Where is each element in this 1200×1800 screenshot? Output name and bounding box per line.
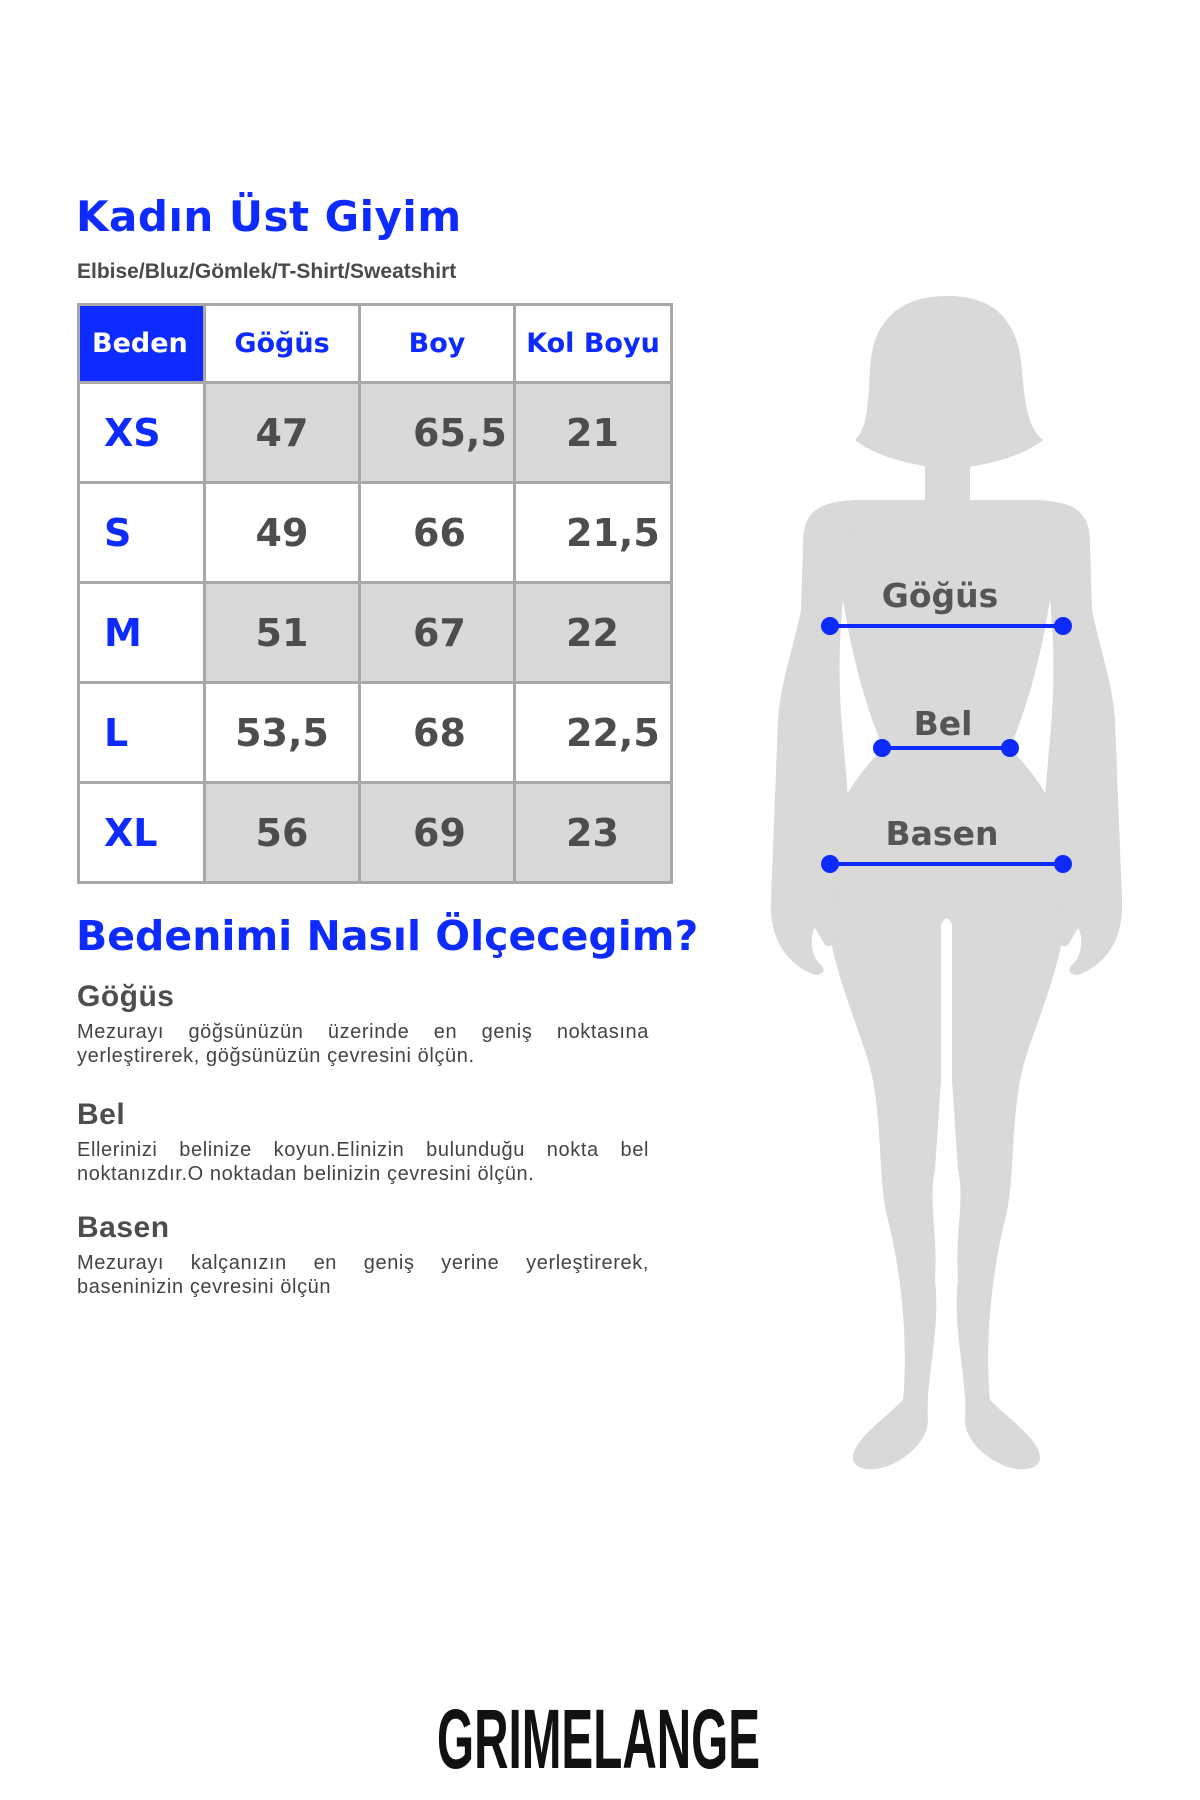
- section-heading: Basen: [77, 1211, 170, 1244]
- sleeve-cell: 22: [513, 581, 673, 684]
- column-header-size: Beden: [77, 303, 206, 384]
- table-header-row: Beden Göğüs Boy Kol Boyu: [77, 303, 673, 384]
- chest-cell: 51: [203, 581, 361, 684]
- size-cell: L: [77, 681, 206, 784]
- length-cell: 65,5: [358, 381, 516, 484]
- section-text: Ellerinizi belinize koyun.Elinizin bulun…: [77, 1139, 649, 1185]
- chest-cell: 53,5: [203, 681, 361, 784]
- chest-label: Göğüs: [882, 576, 999, 615]
- measure-point: [1001, 739, 1019, 757]
- chest-measure-line: Göğüs: [821, 576, 1072, 635]
- left-arm-shape: [770, 500, 863, 975]
- section-heading: Göğüs: [77, 980, 175, 1013]
- section-text: Mezurayı kalçanızın en geniş yerine yerl…: [77, 1252, 649, 1298]
- page-title: Kadın Üst Giyim: [76, 192, 462, 241]
- measure-point: [873, 739, 891, 757]
- sleeve-cell: 21,5: [513, 481, 673, 584]
- size-cell: XL: [77, 781, 206, 884]
- brand-logo: GRIMELANGE: [437, 1692, 760, 1780]
- measure-point: [1054, 617, 1072, 635]
- measure-point: [821, 855, 839, 873]
- length-cell: 69: [358, 781, 516, 884]
- measure-point: [821, 617, 839, 635]
- hip-measure-line: Basen: [821, 814, 1072, 873]
- hip-instructions: Basen Mezurayı kalçanızın en geniş yerin…: [77, 1211, 649, 1299]
- length-cell: 68: [358, 681, 516, 784]
- table-row: L 53,5 68 22,5: [77, 681, 673, 784]
- sleeve-cell: 22,5: [513, 681, 673, 784]
- right-arm-shape: [1030, 500, 1123, 975]
- waist-label: Bel: [914, 704, 973, 743]
- waist-instructions: Bel Ellerinizi belinize koyun.Elinizin b…: [77, 1098, 649, 1186]
- table-row: XS 47 65,5 21: [77, 381, 673, 484]
- brand-logo-text: GRIMELANGE: [437, 1692, 760, 1780]
- column-header-sleeve: Kol Boyu: [513, 303, 673, 384]
- size-cell: S: [77, 481, 206, 584]
- column-header-length: Boy: [358, 303, 516, 384]
- table-row: M 51 67 22: [77, 581, 673, 684]
- measure-point: [1054, 855, 1072, 873]
- length-cell: 66: [358, 481, 516, 584]
- table-row: XL 56 69 23: [77, 781, 673, 884]
- size-cell: M: [77, 581, 206, 684]
- how-to-measure-title: Bedenimi Nasıl Ölçecegim?: [76, 912, 699, 960]
- page-subtitle: Elbise/Bluz/Gömlek/T-Shirt/Sweatshirt: [77, 260, 457, 283]
- section-text: Mezurayı göğsünüzün üzerinde en geniş no…: [77, 1021, 649, 1067]
- chest-instructions: Göğüs Mezurayı göğsünüzün üzerinde en ge…: [77, 980, 649, 1068]
- size-table: Beden Göğüs Boy Kol Boyu XS 47 65,5 21 S…: [77, 303, 673, 884]
- chest-cell: 49: [203, 481, 361, 584]
- torso-legs-shape: [824, 500, 1069, 1470]
- waist-measure-line: Bel: [873, 704, 1019, 757]
- hair-shape: [855, 296, 1043, 468]
- chest-cell: 56: [203, 781, 361, 884]
- size-cell: XS: [77, 381, 206, 484]
- hip-label: Basen: [886, 814, 999, 853]
- sleeve-cell: 23: [513, 781, 673, 884]
- length-cell: 67: [358, 581, 516, 684]
- section-heading: Bel: [77, 1098, 126, 1131]
- chest-cell: 47: [203, 381, 361, 484]
- column-header-chest: Göğüs: [203, 303, 361, 384]
- sleeve-cell: 21: [513, 381, 673, 484]
- silhouette: [770, 296, 1123, 1470]
- table-row: S 49 66 21,5: [77, 481, 673, 584]
